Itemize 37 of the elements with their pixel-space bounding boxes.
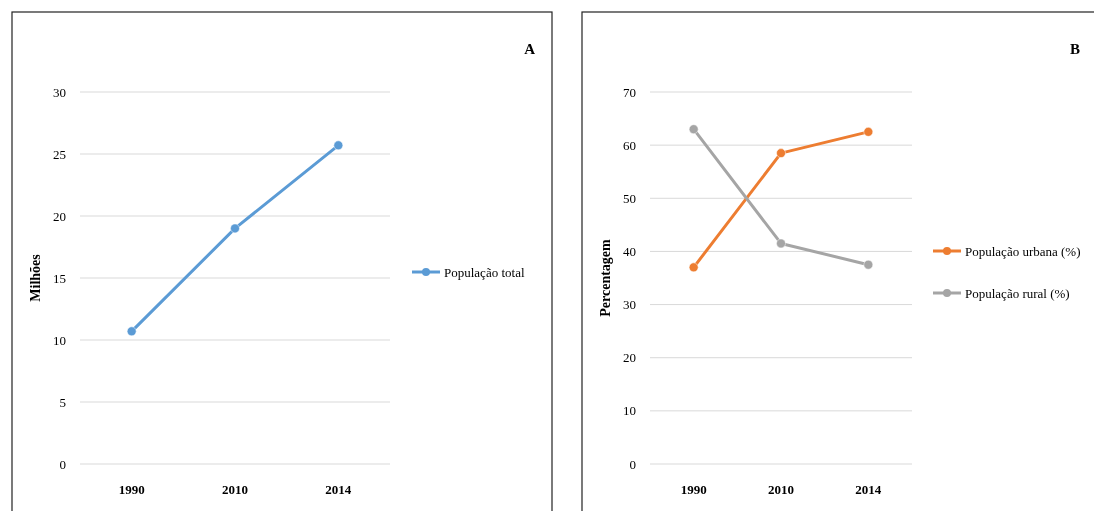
point xyxy=(688,124,699,134)
y-tick-label: 15 xyxy=(53,270,66,286)
legend-label: População rural (%) xyxy=(965,285,1070,301)
y-tick-label: 20 xyxy=(53,208,66,224)
legend-label: População total xyxy=(444,264,525,280)
y-tick-label: 60 xyxy=(623,137,636,153)
x-tick-label: 1990 xyxy=(118,482,145,497)
y-tick-label: 50 xyxy=(623,190,636,206)
x-tick-label: 2010 xyxy=(768,482,794,497)
y-tick-label: 10 xyxy=(53,332,66,348)
text: B xyxy=(1069,41,1080,57)
x-tick-label: 2014 xyxy=(855,482,882,497)
point xyxy=(776,238,786,249)
point xyxy=(863,259,874,270)
y-tick-label: 10 xyxy=(623,403,636,419)
y-axis-title: Milhões xyxy=(28,253,43,302)
y-tick-label: 5 xyxy=(59,394,66,410)
x-tick-label: 2010 xyxy=(222,482,248,497)
text: A xyxy=(524,41,536,57)
y-tick-label: 30 xyxy=(53,84,66,100)
point xyxy=(126,326,137,337)
point xyxy=(688,262,699,273)
y-tick-label: 0 xyxy=(59,456,66,472)
y-tick-label: 70 xyxy=(623,84,636,100)
point xyxy=(863,127,874,137)
y-tick-label: 40 xyxy=(623,243,636,259)
x-tick-label: 2014 xyxy=(325,482,352,497)
point xyxy=(230,223,240,234)
legend-label: População urbana (%) xyxy=(965,243,1081,259)
y-axis-title: Percentagem xyxy=(598,238,613,317)
y-tick-label: 30 xyxy=(623,297,636,313)
x-tick-label: 1990 xyxy=(680,482,707,497)
y-tick-label: 20 xyxy=(623,350,636,366)
y-tick-label: 0 xyxy=(629,456,636,472)
point xyxy=(333,140,344,151)
point xyxy=(776,148,786,158)
y-tick-label: 25 xyxy=(53,146,66,162)
